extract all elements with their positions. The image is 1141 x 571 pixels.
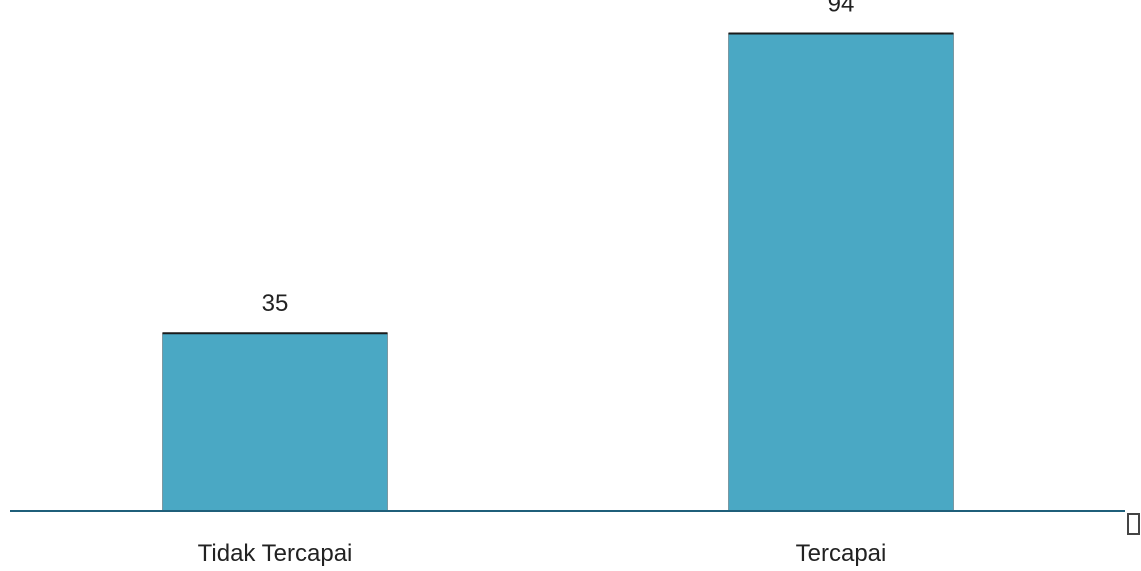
value-labels-layer: 35 94 xyxy=(262,0,855,317)
value-label: 35 xyxy=(262,290,289,317)
category-ticks-layer: Tidak Tercapai Tercapai xyxy=(198,540,887,567)
bar-tidak-tercapai xyxy=(162,332,388,512)
category-tick-label: Tercapai xyxy=(796,540,887,567)
category-tick-label: Tidak Tercapai xyxy=(198,540,353,567)
corner-marker xyxy=(1127,513,1140,535)
bar-tercapai xyxy=(728,32,954,512)
bars-layer xyxy=(162,32,954,512)
value-label: 94 xyxy=(828,0,855,17)
